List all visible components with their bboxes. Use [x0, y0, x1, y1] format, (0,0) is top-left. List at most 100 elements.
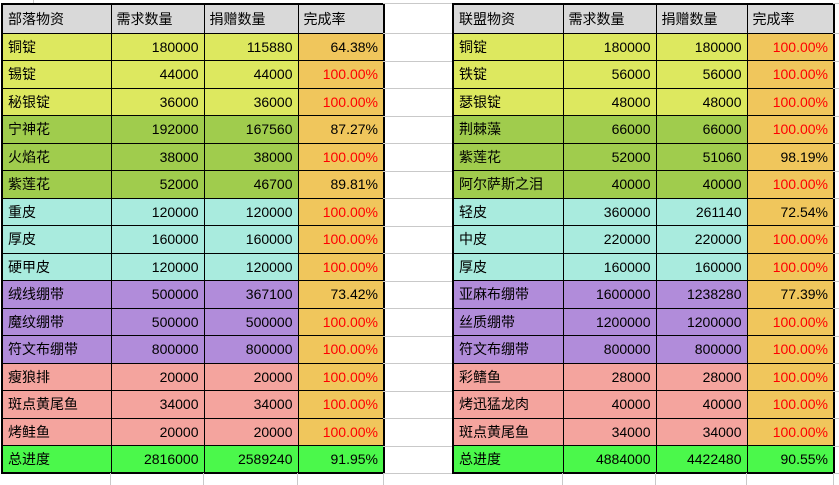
donated-amount-cell[interactable]: 56000	[655, 60, 748, 89]
donated-amount-cell[interactable]: 51060	[655, 142, 748, 171]
donated-amount-cell[interactable]: 800000	[203, 335, 299, 364]
required-amount-cell[interactable]: 66000	[562, 115, 657, 144]
donated-amount-cell[interactable]: 367100	[203, 280, 299, 309]
donated-amount-cell[interactable]: 40000	[655, 170, 748, 199]
required-amount-cell[interactable]: 52000	[562, 142, 657, 171]
required-amount-cell[interactable]: 1600000	[562, 280, 657, 309]
item-cell[interactable]: 紫莲花	[1, 170, 112, 199]
item-cell[interactable]: 瑟银锭	[452, 87, 564, 116]
required-amount-cell[interactable]: 360000	[562, 197, 657, 226]
required-amount-cell[interactable]: 800000	[110, 335, 205, 364]
header-donated-cell[interactable]: 捐赠数量	[203, 3, 299, 34]
required-amount-cell[interactable]: 220000	[562, 225, 657, 254]
completion-rate-cell[interactable]: 100.00%	[746, 87, 835, 116]
header-rate-cell[interactable]: 完成率	[746, 3, 835, 34]
total-donated-cell[interactable]: 4422480	[655, 445, 748, 474]
item-cell[interactable]: 厚皮	[1, 225, 112, 254]
item-cell[interactable]: 斑点黄尾鱼	[452, 417, 564, 446]
completion-rate-cell[interactable]: 100.00%	[746, 170, 835, 199]
donated-amount-cell[interactable]: 36000	[203, 87, 299, 116]
donated-amount-cell[interactable]: 20000	[203, 417, 299, 446]
item-cell[interactable]: 丝质绷带	[452, 307, 564, 336]
item-cell[interactable]: 斑点黄尾鱼	[1, 390, 112, 419]
required-amount-cell[interactable]: 180000	[562, 32, 657, 61]
total-rate-cell[interactable]: 91.95%	[297, 445, 385, 474]
item-cell[interactable]: 符文布绷带	[1, 335, 112, 364]
item-cell[interactable]: 火焰花	[1, 142, 112, 171]
donated-amount-cell[interactable]: 160000	[203, 225, 299, 254]
item-cell[interactable]: 魔纹绷带	[1, 307, 112, 336]
total-label-cell[interactable]: 总进度	[1, 445, 112, 474]
required-amount-cell[interactable]: 800000	[562, 335, 657, 364]
header-item-cell[interactable]: 联盟物资	[452, 3, 564, 34]
completion-rate-cell[interactable]: 100.00%	[297, 390, 385, 419]
donated-amount-cell[interactable]: 261140	[655, 197, 748, 226]
completion-rate-cell[interactable]: 100.00%	[297, 417, 385, 446]
donated-amount-cell[interactable]: 1238280	[655, 280, 748, 309]
donated-amount-cell[interactable]: 34000	[655, 417, 748, 446]
item-cell[interactable]: 硬甲皮	[1, 252, 112, 281]
donated-amount-cell[interactable]: 180000	[655, 32, 748, 61]
donated-amount-cell[interactable]: 800000	[655, 335, 748, 364]
required-amount-cell[interactable]: 28000	[562, 362, 657, 391]
total-donated-cell[interactable]: 2589240	[203, 445, 299, 474]
required-amount-cell[interactable]: 180000	[110, 32, 205, 61]
required-amount-cell[interactable]: 160000	[562, 252, 657, 281]
item-cell[interactable]: 锡锭	[1, 60, 112, 89]
completion-rate-cell[interactable]: 100.00%	[297, 252, 385, 281]
required-amount-cell[interactable]: 52000	[110, 170, 205, 199]
total-label-cell[interactable]: 总进度	[452, 445, 564, 474]
donated-amount-cell[interactable]: 115880	[203, 32, 299, 61]
item-cell[interactable]: 烤迅猛龙肉	[452, 390, 564, 419]
item-cell[interactable]: 绒线绷带	[1, 280, 112, 309]
completion-rate-cell[interactable]: 100.00%	[746, 225, 835, 254]
completion-rate-cell[interactable]: 100.00%	[297, 87, 385, 116]
completion-rate-cell[interactable]: 72.54%	[746, 197, 835, 226]
completion-rate-cell[interactable]: 100.00%	[746, 307, 835, 336]
completion-rate-cell[interactable]: 100.00%	[297, 362, 385, 391]
item-cell[interactable]: 荆棘藻	[452, 115, 564, 144]
completion-rate-cell[interactable]: 100.00%	[297, 197, 385, 226]
completion-rate-cell[interactable]: 89.81%	[297, 170, 385, 199]
required-amount-cell[interactable]: 500000	[110, 280, 205, 309]
header-item-cell[interactable]: 部落物资	[1, 3, 112, 34]
donated-amount-cell[interactable]: 66000	[655, 115, 748, 144]
donated-amount-cell[interactable]: 120000	[203, 252, 299, 281]
item-cell[interactable]: 紫莲花	[452, 142, 564, 171]
required-amount-cell[interactable]: 20000	[110, 417, 205, 446]
completion-rate-cell[interactable]: 100.00%	[746, 390, 835, 419]
header-required-cell[interactable]: 需求数量	[110, 3, 205, 34]
completion-rate-cell[interactable]: 100.00%	[746, 362, 835, 391]
item-cell[interactable]: 符文布绷带	[452, 335, 564, 364]
required-amount-cell[interactable]: 34000	[562, 417, 657, 446]
required-amount-cell[interactable]: 160000	[110, 225, 205, 254]
donated-amount-cell[interactable]: 38000	[203, 142, 299, 171]
item-cell[interactable]: 瘦狼排	[1, 362, 112, 391]
required-amount-cell[interactable]: 120000	[110, 252, 205, 281]
item-cell[interactable]: 重皮	[1, 197, 112, 226]
completion-rate-cell[interactable]: 100.00%	[297, 225, 385, 254]
completion-rate-cell[interactable]: 100.00%	[746, 335, 835, 364]
donated-amount-cell[interactable]: 44000	[203, 60, 299, 89]
required-amount-cell[interactable]: 1200000	[562, 307, 657, 336]
donated-amount-cell[interactable]: 40000	[655, 390, 748, 419]
required-amount-cell[interactable]: 120000	[110, 197, 205, 226]
donated-amount-cell[interactable]: 500000	[203, 307, 299, 336]
completion-rate-cell[interactable]: 100.00%	[297, 60, 385, 89]
completion-rate-cell[interactable]: 100.00%	[297, 335, 385, 364]
item-cell[interactable]: 宁神花	[1, 115, 112, 144]
required-amount-cell[interactable]: 500000	[110, 307, 205, 336]
required-amount-cell[interactable]: 36000	[110, 87, 205, 116]
required-amount-cell[interactable]: 48000	[562, 87, 657, 116]
item-cell[interactable]: 亚麻布绷带	[452, 280, 564, 309]
item-cell[interactable]: 中皮	[452, 225, 564, 254]
donated-amount-cell[interactable]: 167560	[203, 115, 299, 144]
total-rate-cell[interactable]: 90.55%	[746, 445, 835, 474]
completion-rate-cell[interactable]: 100.00%	[746, 252, 835, 281]
donated-amount-cell[interactable]: 34000	[203, 390, 299, 419]
completion-rate-cell[interactable]: 87.27%	[297, 115, 385, 144]
required-amount-cell[interactable]: 56000	[562, 60, 657, 89]
required-amount-cell[interactable]: 40000	[562, 390, 657, 419]
donated-amount-cell[interactable]: 160000	[655, 252, 748, 281]
item-cell[interactable]: 铜锭	[1, 32, 112, 61]
